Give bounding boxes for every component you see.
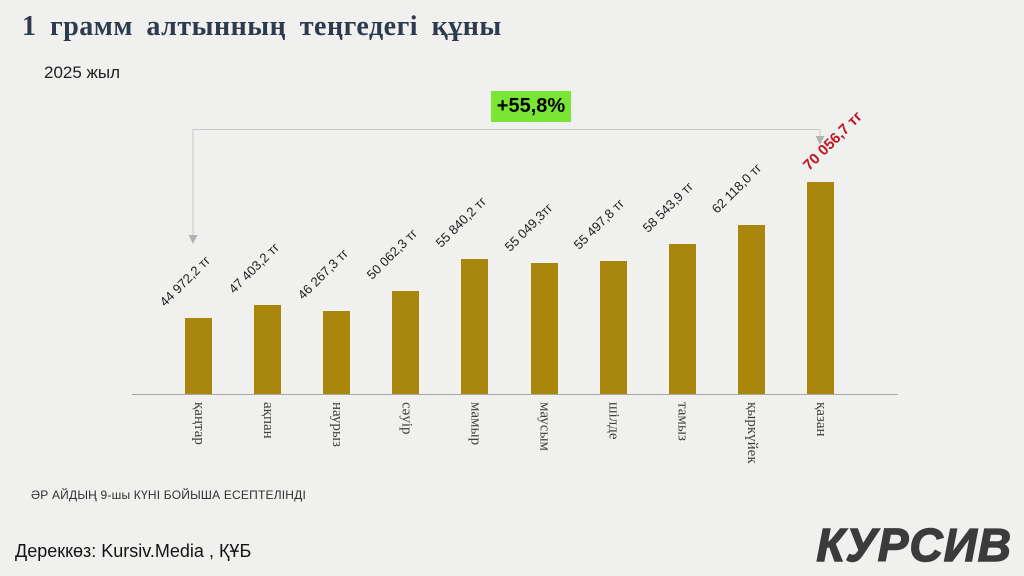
month-label-шілде: шілде bbox=[605, 402, 622, 440]
month-label-қазан: қазан bbox=[812, 402, 829, 437]
value-label-қаңтар: 44 972,2 тг bbox=[156, 252, 213, 310]
month-label-сәуір: сәуір bbox=[398, 402, 415, 435]
growth-badge: +55,8% bbox=[491, 91, 571, 122]
arrowhead-down-left-icon bbox=[188, 235, 198, 244]
chart-subtitle: 2025 жыл bbox=[44, 63, 121, 82]
month-label-ақпан: ақпан bbox=[260, 402, 277, 439]
month-label-мамыр: мамыр bbox=[467, 402, 484, 446]
bar-қыркүйек bbox=[737, 225, 765, 394]
value-label-қазан: 70 056,7 тг bbox=[800, 108, 867, 174]
month-label-тамыз: тамыз bbox=[674, 402, 691, 441]
month-label-маусым: маусым bbox=[536, 402, 553, 452]
page-title: 1 грамм алтынның теңгедегі құны bbox=[22, 11, 502, 42]
value-label-қыркүйек: 62 118,0 тг bbox=[708, 160, 765, 217]
value-label-маусым: 55 049,3тг bbox=[501, 200, 556, 255]
month-label-наурыз: наурыз bbox=[329, 402, 346, 447]
footnote: ӘР АЙДЫҢ 9-шы КҮНІ БОЙЫША ЕСЕПТЕЛІНДІ bbox=[31, 488, 307, 502]
value-label-тамыз: 58 543,9 тг bbox=[639, 178, 697, 236]
value-label-сәуір: 50 062,3 тг bbox=[363, 225, 420, 283]
bar-маусым bbox=[530, 263, 558, 394]
bar-сәуір bbox=[392, 291, 420, 394]
kursiv-logo: КУРСИВ bbox=[816, 518, 1012, 571]
month-label-қаңтар: қаңтар bbox=[191, 402, 207, 445]
x-axis-line bbox=[132, 394, 898, 395]
source-credit: Дереккөз: Kursiv.Media , ҚҰБ bbox=[15, 541, 252, 561]
bar-тамыз bbox=[668, 244, 696, 394]
bar-ақпан bbox=[254, 305, 282, 394]
value-label-наурыз: 46 267,3 тг bbox=[294, 245, 351, 303]
bar-наурыз bbox=[323, 311, 351, 394]
bar-қаңтар bbox=[185, 318, 212, 394]
value-label-ақпан: 47 403,2 тг bbox=[225, 239, 282, 297]
month-label-қыркүйек: қыркүйек bbox=[743, 402, 760, 464]
bar-шілде bbox=[599, 261, 627, 394]
value-label-мамыр: 55 840,2 тг bbox=[432, 193, 490, 251]
bar-мамыр bbox=[461, 259, 489, 394]
bar-қазан bbox=[806, 182, 834, 394]
value-label-шілде: 55 497,8 тг bbox=[570, 195, 628, 253]
